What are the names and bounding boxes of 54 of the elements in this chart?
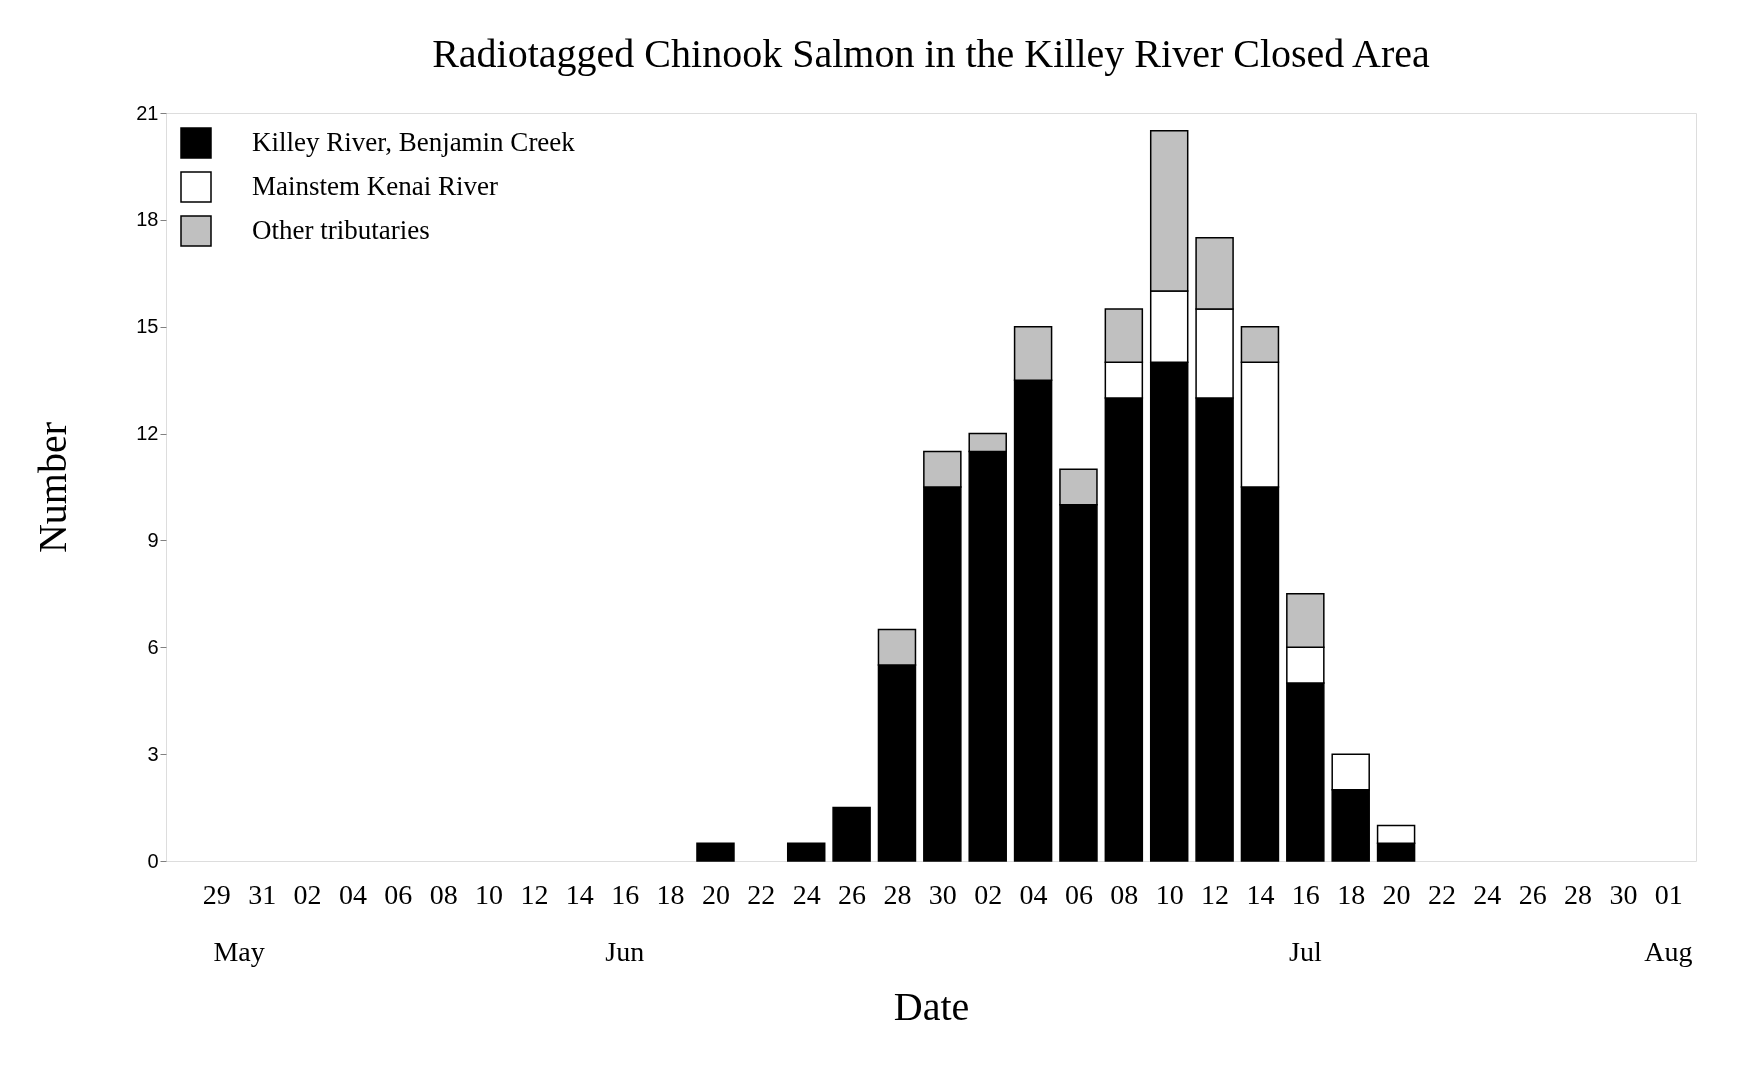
x-tick-label: 12 bbox=[1201, 878, 1230, 910]
x-tick-label: 24 bbox=[1473, 878, 1502, 910]
y-tick-label: 12 bbox=[136, 422, 159, 445]
x-tick-label: 14 bbox=[565, 878, 594, 910]
x-tick-label: 31 bbox=[248, 878, 277, 910]
legend-label: Killey River, Benjamin Creek bbox=[252, 127, 576, 157]
x-tick-label: 18 bbox=[656, 878, 685, 910]
chart-title: Radiotagged Chinook Salmon in the Killey River Closed Area bbox=[432, 31, 1431, 76]
x-axis-title: Date bbox=[893, 983, 970, 1029]
x-tick-label: 12 bbox=[520, 878, 549, 910]
x-tick-label: 16 bbox=[611, 878, 640, 910]
x-tick-label: 26 bbox=[1518, 878, 1547, 910]
y-tick-label: 9 bbox=[147, 528, 159, 551]
bar bbox=[786, 842, 826, 862]
x-tick-label: 30 bbox=[1609, 878, 1638, 910]
x-tick-label: 29 bbox=[202, 878, 231, 910]
x-tick-label: 28 bbox=[1564, 878, 1593, 910]
text: May bbox=[213, 936, 265, 967]
x-tick-label: 06 bbox=[1064, 878, 1093, 910]
x-tick-label: 28 bbox=[883, 878, 912, 910]
bar bbox=[832, 806, 871, 862]
x-tick-label: 22 bbox=[747, 878, 776, 910]
x-tick-label: 01 bbox=[1654, 878, 1683, 910]
x-tick-label: 22 bbox=[1427, 878, 1456, 910]
y-tick-label: 0 bbox=[147, 849, 159, 872]
x-tick-label: 02 bbox=[293, 878, 322, 910]
x-tick-label: 10 bbox=[1155, 878, 1184, 910]
y-tick-label: 18 bbox=[136, 208, 159, 231]
x-tick-label: 02 bbox=[974, 878, 1003, 910]
x-tick-label: 24 bbox=[792, 878, 821, 910]
x-tick-label: 26 bbox=[838, 878, 867, 910]
x-tick-label: 04 bbox=[338, 878, 367, 910]
y-tick-label: 6 bbox=[147, 635, 159, 658]
legend-label: Other tributaries bbox=[252, 215, 430, 245]
x-tick-label: 10 bbox=[475, 878, 504, 910]
x-tick-label: 18 bbox=[1337, 878, 1366, 910]
y-tick-label: 3 bbox=[147, 742, 159, 765]
x-tick-label: 30 bbox=[928, 878, 957, 910]
x-tick-label: 20 bbox=[1382, 878, 1411, 910]
x-tick-label: 08 bbox=[1110, 878, 1139, 910]
legend-label: Mainstem Kenai River bbox=[252, 171, 498, 201]
x-tick-label: 06 bbox=[384, 878, 413, 910]
text: Jun bbox=[605, 936, 645, 967]
x-tick-label: 14 bbox=[1246, 878, 1275, 910]
y-tick-label: 21 bbox=[136, 101, 159, 124]
text: Aug bbox=[1644, 936, 1693, 967]
text: Jul bbox=[1288, 936, 1322, 967]
bar bbox=[696, 842, 735, 862]
x-tick-label: 20 bbox=[701, 878, 730, 910]
x-tick-label: 04 bbox=[1019, 878, 1048, 910]
x-tick-label: 08 bbox=[429, 878, 458, 910]
y-tick-label: 15 bbox=[136, 315, 159, 338]
y-axis-title: Number bbox=[30, 421, 76, 554]
x-tick-label: 16 bbox=[1291, 878, 1320, 910]
